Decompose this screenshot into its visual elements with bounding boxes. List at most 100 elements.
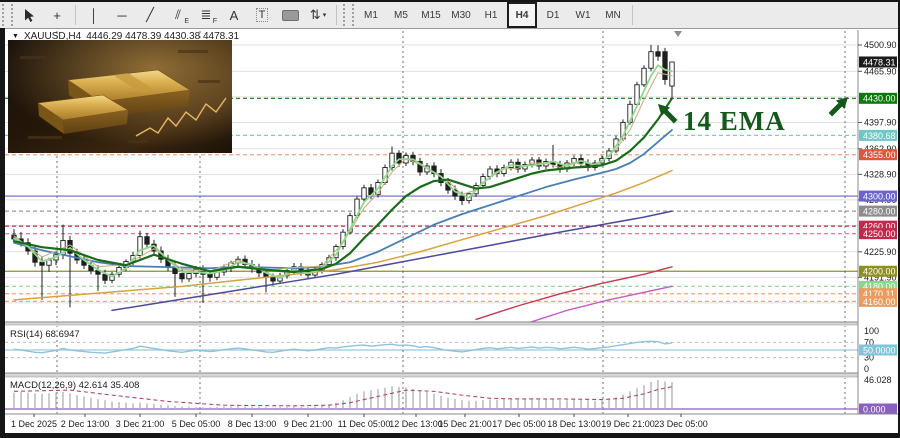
date-label: 5 Dec 05:00 [172,419,221,429]
window-frame-right [898,0,900,438]
cursor-icon [24,8,34,22]
arrows-tool-icon: ⇅ [309,7,321,22]
rsi-axis-label: 100 [864,326,879,336]
price-badge-4260.00: 4260.00 [859,220,897,232]
subscript-letter: E [184,18,189,25]
date-label: 3 Dec 21:00 [116,419,165,429]
timeframe-D1[interactable]: D1 [546,9,560,21]
date-label: 11 Dec 05:00 [338,419,391,429]
timeframe-H1[interactable]: H1 [484,9,498,21]
shapes-tool[interactable] [277,3,303,27]
price-badge-4280.00: 4280.00 [859,205,897,217]
svg-text:4250.00: 4250.00 [863,229,896,239]
svg-text:4380.68: 4380.68 [863,131,896,141]
svg-text:0.000: 0.000 [863,404,886,414]
date-label: 19 Dec 21:00 [601,419,655,429]
text-tool[interactable]: A [221,3,247,27]
ma-crimson [475,266,673,321]
price-badge-4478.31: 4478.31 [859,56,897,68]
cursor-tool[interactable] [16,3,42,27]
ema-arrow-right [828,97,848,117]
price-badge-4200.00: 4200.00 [859,265,897,277]
horizontal-line-tool-icon: ─ [117,7,127,23]
price-badge-4180.00: 4180.00 [859,280,897,292]
label-tool[interactable]: T [249,3,275,27]
pane-separator[interactable] [0,322,900,325]
chart-shift-marker[interactable] [674,31,682,37]
price-badge-4170.11: 4170.11 [859,288,897,300]
price-axis[interactable]: 4500.904465.904397.904362.904328.904294.… [857,30,900,433]
date-label: 2 Dec 13:00 [61,419,110,429]
macd-zero-badge: 0.000 [859,403,897,415]
date-label: 23 Dec 05:00 [654,419,708,429]
price-grid-label: 4328.90 [864,169,897,179]
ema-annotation: 14 EMA [683,106,786,136]
price-badge-4300.00: 4300.00 [859,190,897,202]
price-grid-label: 4500.90 [864,40,897,50]
price-badge-4250.00: 4250.00 [859,228,897,240]
equidistant-channel-tool-icon: ⫽ [175,7,181,22]
price-grid-label: 4397.90 [864,117,897,127]
trendline-tool[interactable]: ╱ [137,3,163,27]
subscript-letter: F [212,18,217,25]
price-badge-4380.68: 4380.68 [859,129,897,141]
timeframe-M1[interactable]: M1 [364,9,378,21]
fibonacci-tool[interactable]: ≣ F [193,3,219,27]
svg-text:4260.00: 4260.00 [863,222,896,232]
timeframe-M30[interactable]: M30 [451,9,471,21]
chart-title: ▼ XAUUSD,H4 4446.29 4478.39 4430.38 4478… [12,31,239,42]
macd-label: MACD(12,26,9) 42.614 35.408 [10,380,139,391]
pane-separator[interactable] [0,373,900,377]
timeframe-M5[interactable]: M5 [394,9,408,21]
date-label: 1 Dec 2025 [11,419,57,429]
date-axis[interactable]: 1 Dec 2025 2 Dec 13:00 3 Dec 21:00 5 Dec 05… [0,413,900,433]
svg-text:4430.00: 4430.00 [863,94,896,104]
symbol-name: XAUUSD,H4 [23,31,82,42]
svg-text:4170.11: 4170.11 [863,289,895,299]
timeframe-H4[interactable]: H4 [507,2,537,28]
rsi-label: RSI(14) 68.6947 [10,329,80,340]
rectangle-icon [281,9,299,21]
svg-text:50.0000: 50.0000 [863,345,896,355]
arrows-tool[interactable]: ⇅ ▾ [305,3,331,27]
horizontal-line-tool[interactable]: ─ [109,3,135,27]
ema-arrow-left [658,104,678,124]
window-frame-top [0,0,900,2]
svg-text:4160.00: 4160.00 [863,297,896,307]
date-label: 8 Dec 13:00 [228,419,277,429]
svg-text:4180.00: 4180.00 [863,282,896,292]
rsi-pane[interactable] [5,325,858,373]
svg-text:4280.00: 4280.00 [863,207,896,217]
svg-text:4355.00: 4355.00 [863,150,896,160]
timeframe-MN[interactable]: MN [605,9,621,21]
toolbar: + │ ─ ╱ ⫽ E ≣ F A T ⇅ ▾ M1 M5 M15 M30 H1 H4 D1 W1 MN [0,2,900,29]
ohlc-values: 4446.29 4478.39 4430.38 4478.31 [86,31,240,42]
date-label: 9 Dec 21:00 [284,419,333,429]
rsi-mid-badge: 50.0000 [859,344,897,356]
timeframe-M15[interactable]: M15 [421,9,441,21]
rsi-axis-label: 0 [864,364,869,374]
timeframe-W1[interactable]: W1 [575,9,591,21]
vertical-line-tool[interactable]: │ [81,3,107,27]
price-badge-4430.00: 4430.00 [859,92,897,104]
toolbar-separator [336,5,337,25]
ma-14-ema [12,97,674,274]
crosshair-tool-icon: + [53,7,61,23]
collapse-triangle-icon[interactable]: ▼ [12,33,19,40]
text-tool-icon: A [229,7,239,23]
price-badge-4355.00: 4355.00 [859,149,897,161]
price-badge-4160.00: 4160.00 [859,295,897,307]
toolbar-drag-handle[interactable] [343,4,354,26]
crosshair-tool[interactable]: + [44,3,70,27]
window-frame-left [0,28,5,438]
trendline-tool-icon: ╱ [146,7,154,22]
gold-bars-illustration [8,40,232,153]
macd-max-label: 46.028 [864,375,892,385]
date-label: 15 Dec 21:00 [438,419,492,429]
toolbar-drag-handle[interactable] [2,4,13,26]
price-grid-label: 4465.90 [864,66,897,76]
macd-pane[interactable] [5,377,858,414]
toolbar-separator [632,5,633,25]
equidistant-channel-tool[interactable]: ⫽ E [165,3,191,27]
